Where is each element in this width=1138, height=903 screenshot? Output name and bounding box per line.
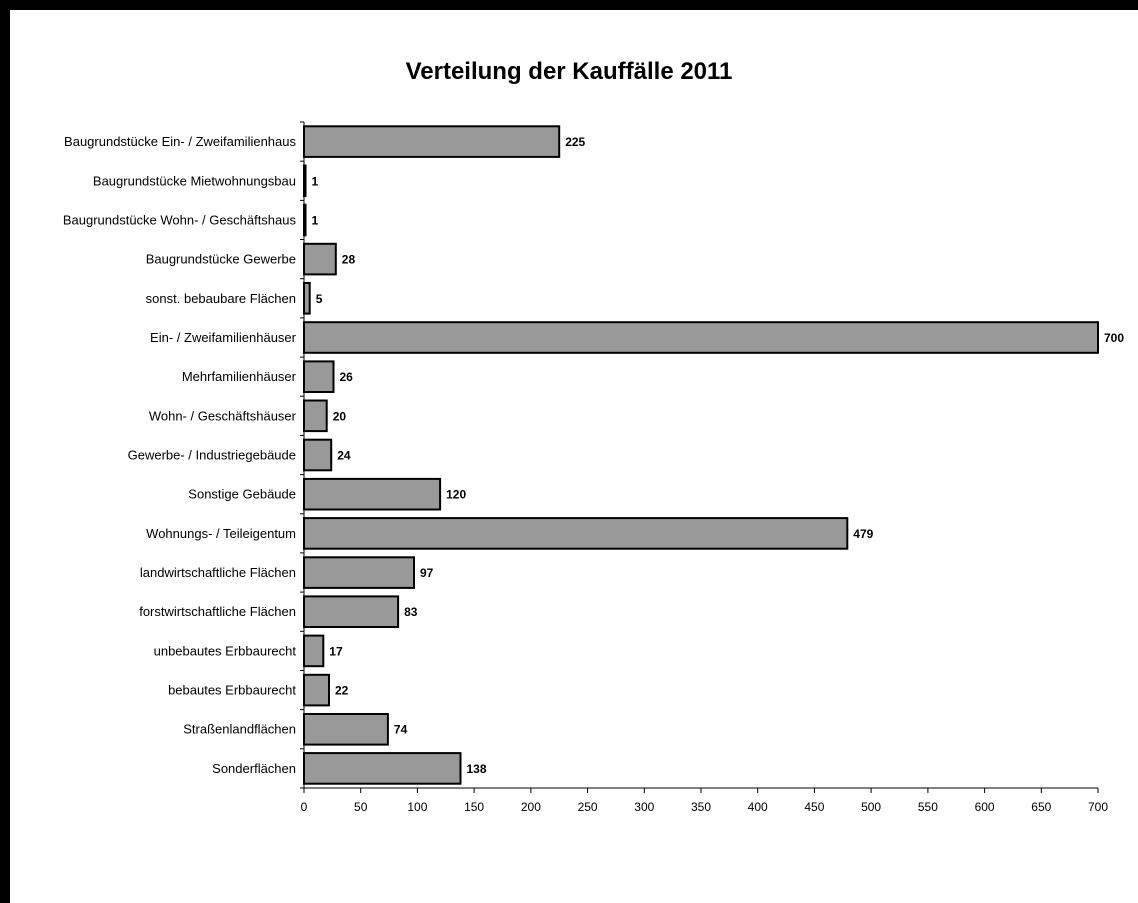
x-tick-label: 500	[861, 800, 881, 814]
bar	[303, 673, 330, 707]
category-label: Ein- / Zweifamilienhäuser	[150, 330, 297, 345]
category-label: sonst. bebaubare Flächen	[146, 291, 296, 306]
x-tick-label: 100	[407, 800, 427, 814]
chart-title: Verteilung der Kauffälle 2011	[405, 58, 733, 85]
x-tick-label: 600	[975, 800, 995, 814]
category-label: forstwirtschaftliche Flächen	[139, 604, 296, 619]
data-label: 97	[420, 566, 434, 580]
x-tick-label: 350	[691, 800, 711, 814]
data-label: 24	[337, 449, 351, 463]
data-label: 28	[342, 253, 356, 267]
bar	[303, 713, 389, 746]
x-tick-label: 700	[1088, 800, 1108, 814]
data-label: 74	[394, 723, 408, 737]
data-label: 22	[335, 684, 349, 698]
bar	[303, 321, 1099, 354]
bar	[303, 360, 335, 393]
data-label: 26	[340, 370, 354, 384]
bar	[303, 517, 849, 550]
category-label: Baugrundstücke Ein- / Zweifamilienhaus	[64, 134, 296, 149]
bar	[303, 125, 561, 158]
data-label: 479	[853, 527, 873, 541]
bars-group: 225 1 1 28 5 700 26 20 24 120 479 97 83 17 22 74 138	[303, 125, 1124, 785]
bar	[303, 477, 442, 511]
data-label: 120	[446, 488, 466, 502]
category-label: landwirtschaftliche Flächen	[140, 565, 296, 580]
data-label: 5	[316, 292, 323, 306]
category-label: unbebautes Erbbaurecht	[154, 643, 297, 658]
data-label: 1	[312, 174, 319, 188]
data-label: 17	[329, 644, 343, 658]
x-tick-label: 0	[301, 800, 308, 814]
x-tick-label: 550	[918, 800, 938, 814]
axes-group: Baugrundstücke Ein- / Zweifamilienhaus Ba…	[63, 121, 1108, 814]
bar	[303, 634, 325, 668]
category-label: Baugrundstücke Gewerbe	[146, 252, 296, 267]
x-tick-label: 200	[521, 800, 541, 814]
bar	[303, 556, 415, 589]
data-label: 700	[1104, 331, 1124, 345]
bar	[303, 399, 328, 433]
x-tick-label: 150	[464, 800, 484, 814]
category-label: Sonderflächen	[212, 761, 296, 776]
x-tick-label: 300	[634, 800, 654, 814]
bar	[303, 242, 337, 276]
data-label: 83	[404, 605, 418, 619]
bar	[303, 752, 462, 785]
x-tick-label: 450	[804, 800, 824, 814]
category-label: Straßenlandflächen	[183, 722, 296, 737]
bar	[303, 282, 311, 315]
category-label: Mehrfamilienhäuser	[182, 369, 297, 384]
category-label: Sonstige Gebäude	[188, 487, 296, 502]
bar	[303, 595, 400, 629]
data-label: 225	[565, 135, 585, 149]
category-label: Baugrundstücke Wohn- / Geschäftshaus	[63, 212, 297, 227]
x-tick-label: 50	[354, 800, 368, 814]
data-label: 1	[312, 213, 319, 227]
category-label: Wohn- / Geschäftshäuser	[149, 408, 297, 423]
category-label: Wohnungs- / Teileigentum	[146, 526, 296, 541]
x-tick-label: 400	[748, 800, 768, 814]
data-label: 20	[333, 409, 347, 423]
category-label: Baugrundstücke Mietwohnungsbau	[93, 173, 296, 188]
category-label: bebautes Erbbaurecht	[168, 683, 296, 698]
category-label: Gewerbe- / Industriegebäude	[128, 448, 296, 463]
bar	[303, 438, 333, 472]
x-tick-label: 250	[578, 800, 598, 814]
data-label: 138	[467, 762, 487, 776]
x-tick-label: 650	[1031, 800, 1051, 814]
